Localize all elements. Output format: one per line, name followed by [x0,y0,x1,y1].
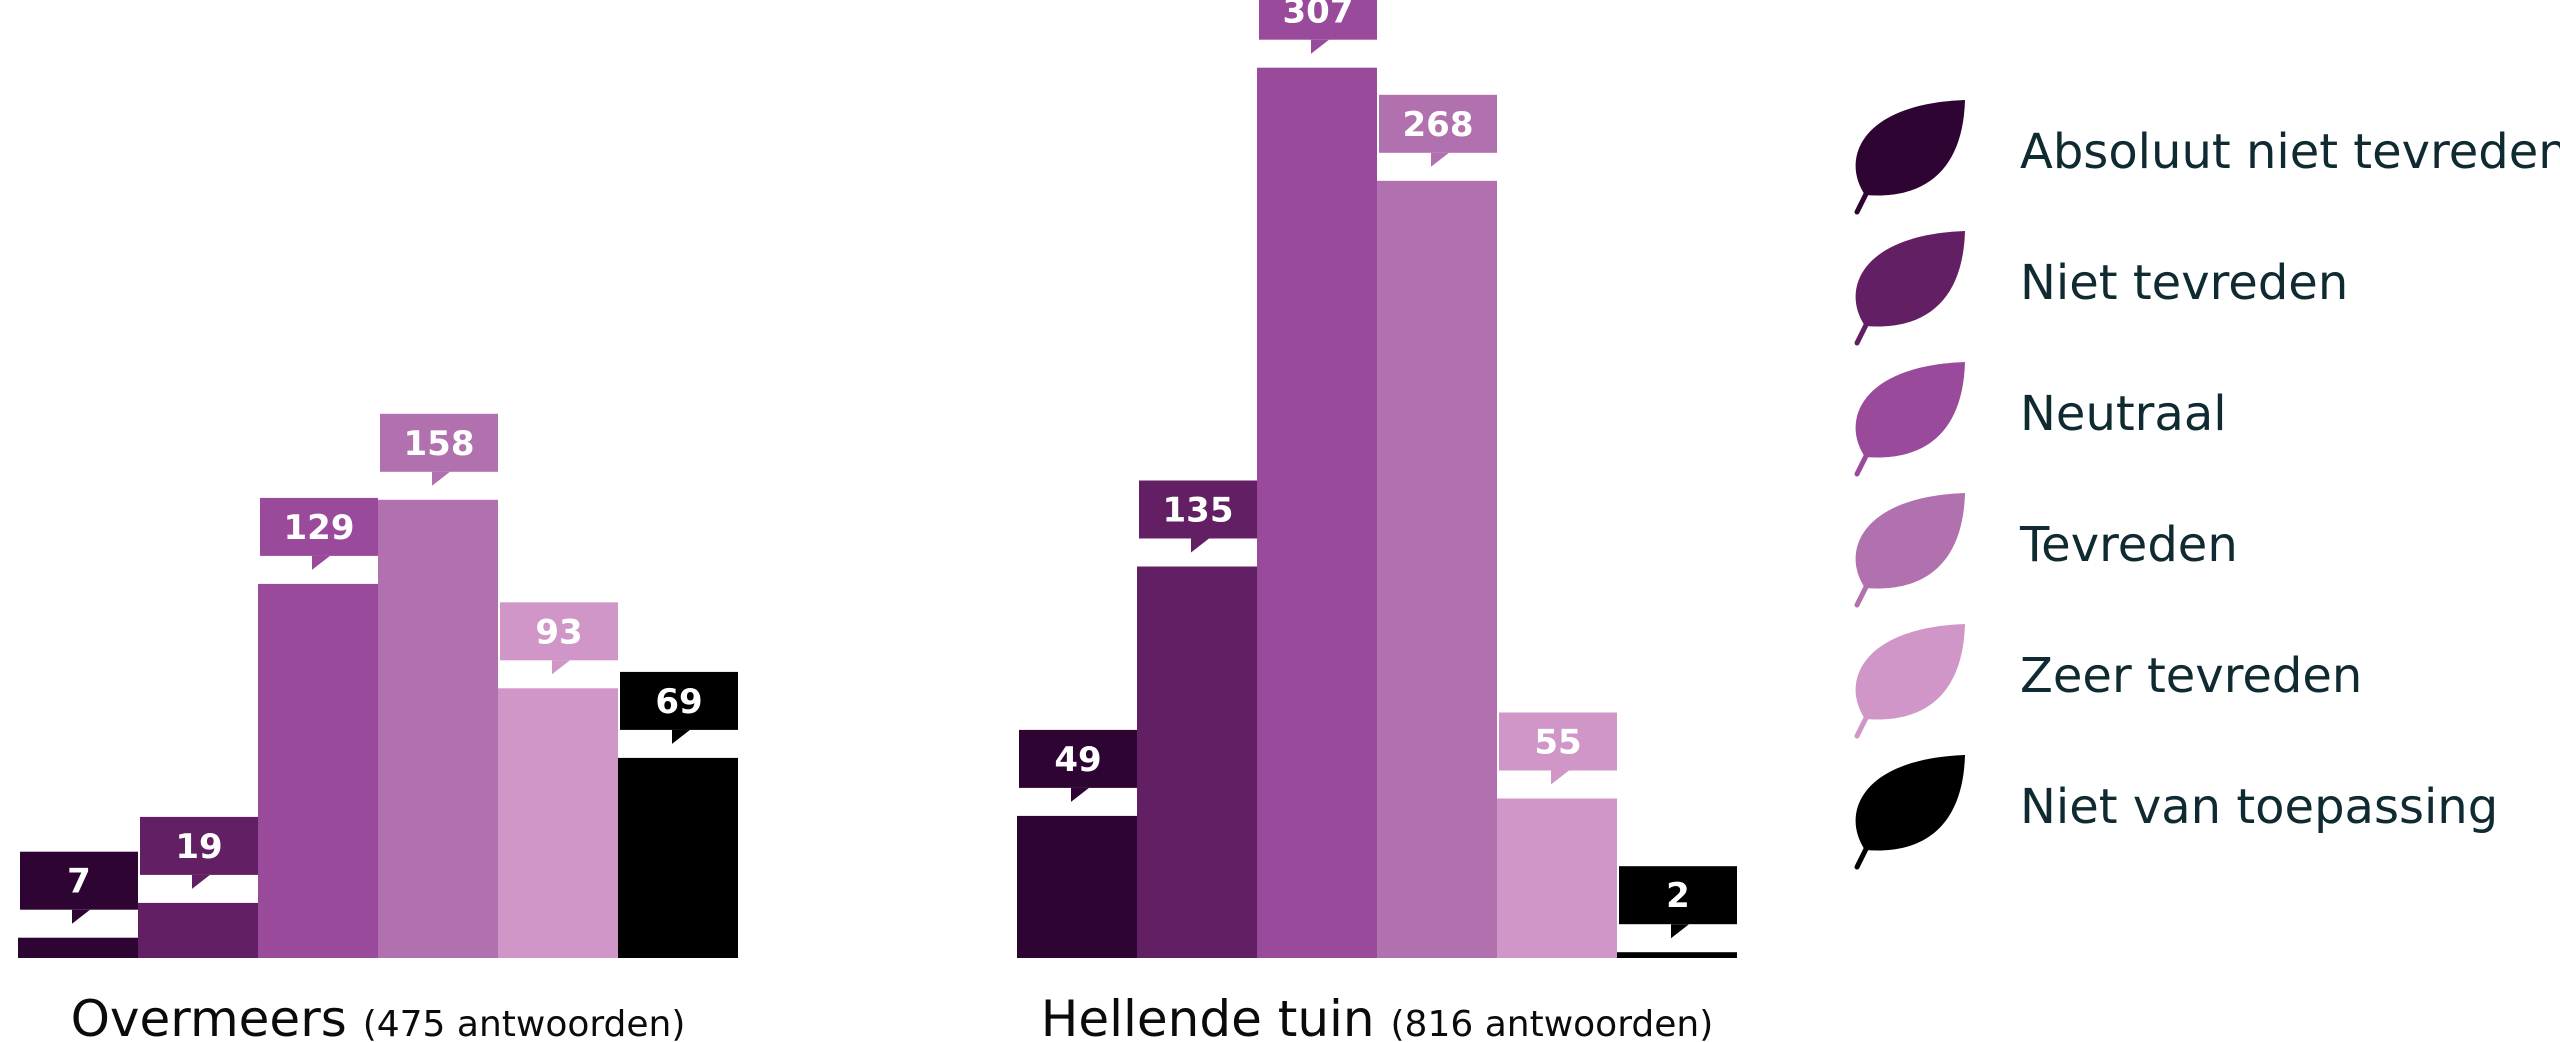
legend: Absoluut niet tevreden Niet tevreden Neutr… [1854,100,2560,870]
leaf-icon [1854,755,1965,870]
svg-text:69: 69 [655,682,702,722]
bar-overmeers-absoluut-niet-tevreden [18,937,138,958]
legend-label: Absoluut niet tevreden [2020,124,2560,180]
bar-hellende-tuin-zeer-tevreden [1497,798,1617,958]
svg-text:158: 158 [404,424,475,464]
svg-text:49: 49 [1054,740,1101,780]
bar-overmeers-tevreden [378,499,498,958]
bar-overmeers-neutraal [258,583,378,958]
value-label-overmeers-tevreden: 158 [380,413,498,486]
legend-item-niet-van-toepassing: Niet van toepassing [1854,755,2498,870]
value-label-hellende-tuin-niet-van-toepassing: 2 [1619,866,1737,939]
value-label-hellende-tuin-zeer-tevreden: 55 [1499,712,1617,785]
svg-text:7: 7 [67,862,91,902]
legend-item-absoluut-niet-tevreden: Absoluut niet tevreden [1854,100,2560,215]
legend-item-zeer-tevreden: Zeer tevreden [1854,624,2362,739]
chart-groups: 7 19 129 158 93 69 49 135 307 268 55 2 [18,0,1737,959]
svg-text:19: 19 [175,827,222,867]
svg-text:268: 268 [1403,105,1474,145]
svg-text:307: 307 [1283,0,1354,32]
bar-hellende-tuin-tevreden [1377,180,1497,959]
bar-hellende-tuin-niet-tevreden [1137,566,1257,958]
svg-text:129: 129 [284,508,355,548]
caption-overmeers: Overmeers (475 antwoorden) [71,990,686,1042]
leaf-icon [1854,493,1965,608]
leaf-icon [1854,231,1965,346]
svg-text:55: 55 [1534,723,1581,763]
legend-item-tevreden: Tevreden [1854,493,2238,608]
svg-text:135: 135 [1163,491,1234,531]
legend-label: Niet van toepassing [2020,779,2498,835]
bar-hellende-tuin-neutraal [1257,67,1377,958]
svg-text:93: 93 [535,612,582,652]
bar-overmeers-niet-van-toepassing [618,757,738,958]
value-label-hellende-tuin-neutraal: 307 [1259,0,1377,54]
legend-label: Zeer tevreden [2020,648,2362,704]
caption-hellende-tuin: Hellende tuin (816 antwoorden) [1041,990,1713,1042]
bar-overmeers-niet-tevreden [138,902,258,958]
leaf-icon [1854,362,1965,477]
value-label-overmeers-niet-van-toepassing: 69 [620,671,738,744]
bar-overmeers-zeer-tevreden [498,688,618,958]
group-captions: Overmeers (475 antwoorden) Hellende tuin … [71,990,1714,1042]
legend-label: Tevreden [2019,517,2238,573]
value-label-overmeers-absoluut-niet-tevreden: 7 [20,851,138,924]
bar-hellende-tuin-absoluut-niet-tevreden [1017,815,1137,958]
leaf-icon [1854,624,1965,739]
group-hellende-tuin: 49 135 307 268 55 2 [1017,0,1737,959]
value-label-hellende-tuin-niet-tevreden: 135 [1139,480,1257,553]
legend-label: Neutraal [2020,386,2227,442]
value-label-overmeers-zeer-tevreden: 93 [500,602,618,675]
value-label-overmeers-neutraal: 129 [260,497,378,570]
bar-hellende-tuin-niet-van-toepassing [1617,952,1737,958]
legend-item-neutraal: Neutraal [1854,362,2227,477]
leaf-icon [1854,100,1965,215]
group-overmeers: 7 19 129 158 93 69 [18,413,738,958]
value-label-hellende-tuin-absoluut-niet-tevreden: 49 [1019,729,1137,802]
legend-label: Niet tevreden [2020,255,2348,311]
legend-item-niet-tevreden: Niet tevreden [1854,231,2348,346]
value-label-overmeers-niet-tevreden: 19 [140,816,258,889]
value-label-hellende-tuin-tevreden: 268 [1379,94,1497,167]
svg-text:2: 2 [1666,876,1690,916]
